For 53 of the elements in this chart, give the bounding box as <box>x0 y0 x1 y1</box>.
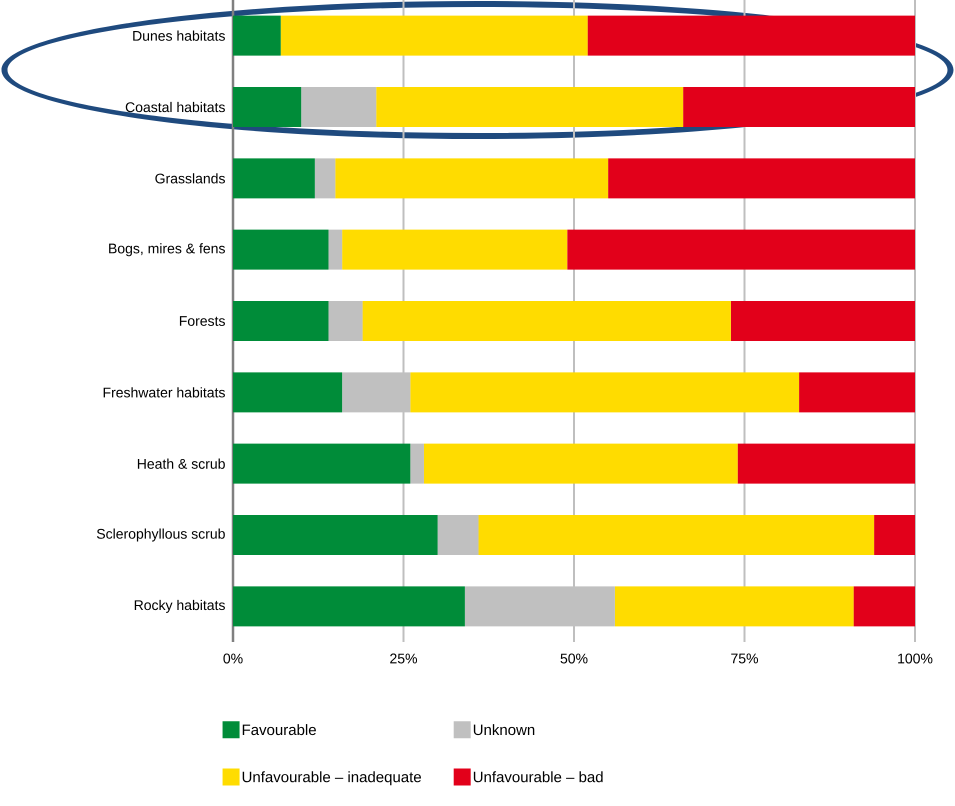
bar <box>342 372 410 412</box>
x-tick-label: 50% <box>560 654 588 664</box>
bar <box>233 230 328 270</box>
bar <box>335 158 608 198</box>
y-tick-label: Grasslands <box>155 173 225 184</box>
y-tick-label: Coastal habitats <box>126 102 225 112</box>
bar <box>233 158 315 198</box>
bar <box>854 586 916 626</box>
y-tick-label: Sclerophyllous scrub <box>96 528 225 542</box>
legend-label: Unknown <box>474 724 534 736</box>
bar <box>233 372 342 412</box>
bar <box>424 444 738 484</box>
bar <box>410 372 800 412</box>
bar <box>608 158 916 198</box>
bar <box>683 87 916 128</box>
y-tick-label: Freshwater habitats <box>104 387 225 398</box>
bar <box>233 586 465 626</box>
legend-label: Unfavourable – bad <box>474 771 603 782</box>
bar <box>314 158 336 198</box>
bar <box>233 16 281 56</box>
bar <box>614 586 854 626</box>
bar <box>464 586 615 626</box>
legend-label: Unfavourable – inadequate <box>242 771 421 786</box>
bar <box>233 301 328 342</box>
bar <box>738 444 916 484</box>
y-tick-label: Bogs, mires & fens <box>109 243 225 256</box>
y-tick-label: Rocky habitats <box>134 600 225 613</box>
bar <box>342 230 568 270</box>
x-tick-label: 100% <box>898 654 932 664</box>
x-tick-label: 0% <box>223 654 243 664</box>
bar <box>730 301 916 342</box>
bar <box>233 444 410 484</box>
bar <box>438 515 479 556</box>
bar <box>478 515 874 556</box>
y-tick-label: Heath & scrub <box>138 458 225 469</box>
legend-label: Favourable <box>242 724 316 736</box>
bar <box>328 230 342 270</box>
bar <box>233 515 438 556</box>
bar <box>301 87 376 128</box>
bar <box>588 16 916 56</box>
y-tick-label: Forests <box>180 316 225 326</box>
bar <box>362 301 731 342</box>
bar <box>874 515 916 556</box>
bar <box>376 87 684 128</box>
bar <box>233 87 302 128</box>
x-tick-label: 75% <box>731 654 758 664</box>
x-tick-label: 25% <box>390 654 418 664</box>
bar <box>280 16 588 56</box>
y-tick-label: Dunes habitats <box>133 30 225 41</box>
bar <box>567 230 916 270</box>
bar <box>799 372 916 412</box>
bar <box>410 444 424 484</box>
bar <box>328 301 363 342</box>
